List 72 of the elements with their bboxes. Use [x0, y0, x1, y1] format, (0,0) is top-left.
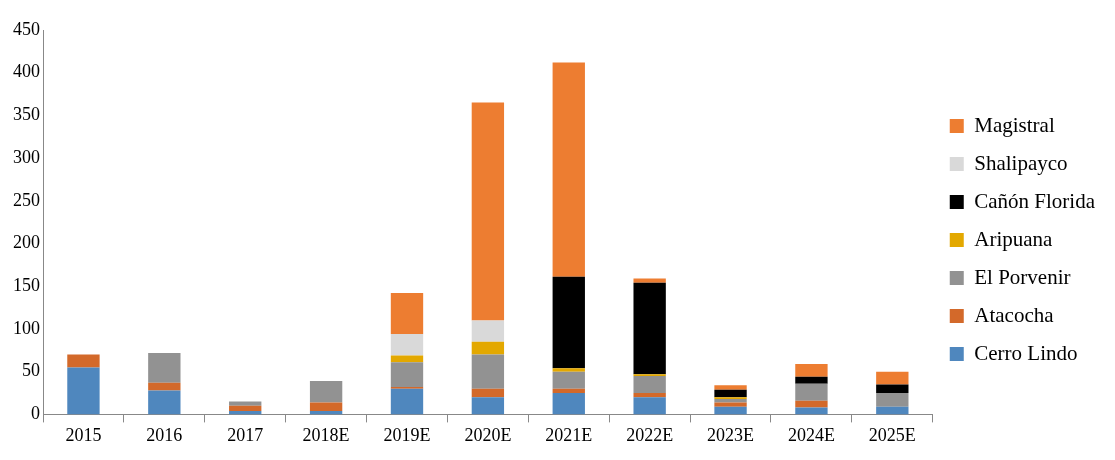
- x-tick-label: 2023E: [707, 424, 755, 445]
- bar: [552, 393, 585, 415]
- bar: [471, 102, 505, 321]
- bar: [471, 388, 505, 398]
- y-tick-label: 200: [13, 232, 40, 253]
- bar: [552, 276, 585, 369]
- legend-label: Cañón Florida: [974, 188, 1096, 213]
- y-tick-label: 300: [13, 146, 40, 167]
- x-tick-label: 2020E: [464, 424, 512, 445]
- legend-label: Aripuana: [974, 226, 1054, 251]
- bar: [471, 397, 505, 415]
- bar: [471, 320, 505, 342]
- x-tick-label: 2022E: [626, 424, 674, 445]
- bar: [552, 368, 585, 372]
- x-tick-label: 2017: [227, 424, 264, 445]
- legend-label: El Porvenir: [974, 264, 1071, 289]
- bar: [633, 397, 666, 415]
- legend-label: Shalipayco: [974, 150, 1068, 175]
- bar: [714, 385, 747, 390]
- bar: [876, 406, 909, 415]
- y-tick-label: 400: [13, 61, 40, 82]
- legend-label: Atacocha: [974, 302, 1055, 327]
- bar: [390, 334, 424, 356]
- y-tick-label: 350: [13, 104, 40, 125]
- bar: [633, 375, 666, 394]
- bar: [67, 354, 100, 368]
- bar: [552, 62, 585, 277]
- bar: [390, 388, 424, 415]
- x-tick-label: 2019E: [383, 424, 431, 445]
- bar: [148, 352, 181, 383]
- bar: [552, 371, 585, 389]
- bar: [229, 401, 262, 406]
- x-tick-label: 2021E: [545, 424, 593, 445]
- bar: [633, 393, 666, 398]
- bar: [229, 405, 262, 411]
- bar: [390, 362, 424, 388]
- y-tick-label: 450: [13, 18, 40, 39]
- bar: [390, 355, 424, 363]
- y-tick-label: 150: [13, 275, 40, 295]
- bar: [795, 376, 828, 384]
- bar: [714, 406, 747, 415]
- x-tick-label: 2025E: [868, 424, 916, 445]
- bar: [876, 371, 909, 385]
- x-tick-label: 2024E: [787, 424, 835, 445]
- legend-label: Cerro Lindo: [974, 340, 1078, 365]
- bar: [795, 383, 828, 401]
- bar: [633, 282, 666, 375]
- bar: [148, 382, 181, 391]
- x-tick-label: 2018E: [302, 424, 350, 445]
- bar: [876, 384, 909, 394]
- bar: [148, 390, 181, 415]
- bar: [309, 402, 343, 411]
- bar: [876, 393, 909, 407]
- y-tick-label: 50: [22, 360, 40, 381]
- bar: [471, 354, 505, 389]
- bar: [390, 293, 424, 335]
- y-tick-label: 100: [13, 317, 40, 338]
- legend-label: Magistral: [974, 112, 1055, 137]
- bar: [633, 278, 666, 283]
- bar: [67, 367, 100, 415]
- x-tick-label: 2015: [65, 424, 102, 445]
- y-tick-label: 250: [13, 189, 40, 210]
- bar: [714, 402, 747, 407]
- bar: [471, 341, 505, 355]
- bar: [795, 400, 828, 408]
- y-tick-label: 0: [31, 403, 40, 424]
- bar: [714, 389, 747, 398]
- bar: [795, 364, 828, 377]
- bar: [552, 388, 585, 394]
- bar: [309, 381, 343, 403]
- x-tick-label: 2016: [146, 424, 183, 445]
- bar: [795, 407, 828, 415]
